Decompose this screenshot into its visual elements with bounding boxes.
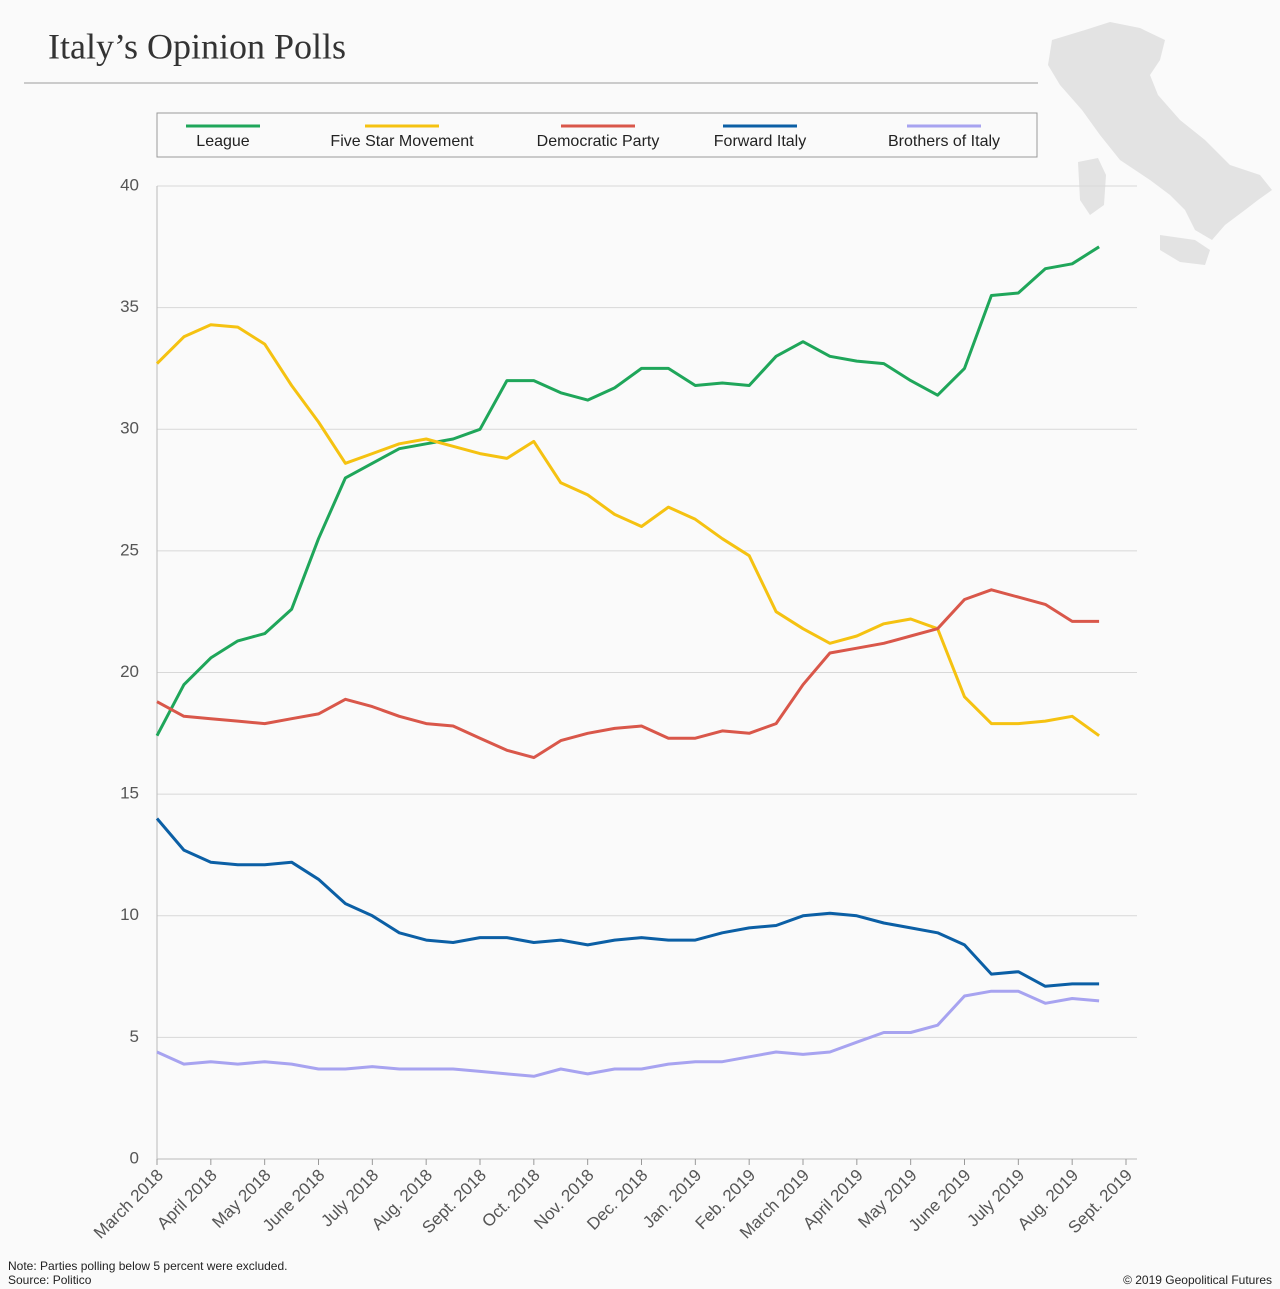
series-line <box>156 989 1100 1078</box>
italy-map <box>1048 22 1272 265</box>
series-line <box>155 817 1100 988</box>
source: Source: Politico <box>8 1273 92 1287</box>
y-tick-label: 40 <box>120 175 139 194</box>
legend-label: Brothers of Italy <box>888 133 1000 150</box>
legend-label: Forward Italy <box>714 133 806 150</box>
y-tick-label: 25 <box>120 540 139 559</box>
series-line <box>156 588 1100 760</box>
y-tick-label: 30 <box>120 419 139 438</box>
legend-label: League <box>196 133 249 150</box>
copyright: © 2019 Geopolitical Futures <box>1123 1273 1272 1287</box>
y-tick-label: 0 <box>130 1148 139 1167</box>
y-tick-label: 5 <box>130 1027 139 1046</box>
series-line <box>155 323 1100 737</box>
note: Note: Parties polling below 5 percent we… <box>8 1259 288 1273</box>
legend-label: Democratic Party <box>537 133 660 150</box>
y-tick-label: 15 <box>120 784 139 803</box>
y-tick-label: 20 <box>120 662 139 681</box>
legend-box <box>156 112 1038 158</box>
y-tick-label: 35 <box>120 297 139 316</box>
legend-label: Five Star Movement <box>330 133 474 150</box>
chart-title: Italy’s Opinion Polls <box>48 26 346 66</box>
series-line <box>155 245 1100 737</box>
x-tick-label: March 2018 <box>90 1166 167 1243</box>
y-tick-label: 10 <box>120 905 139 924</box>
